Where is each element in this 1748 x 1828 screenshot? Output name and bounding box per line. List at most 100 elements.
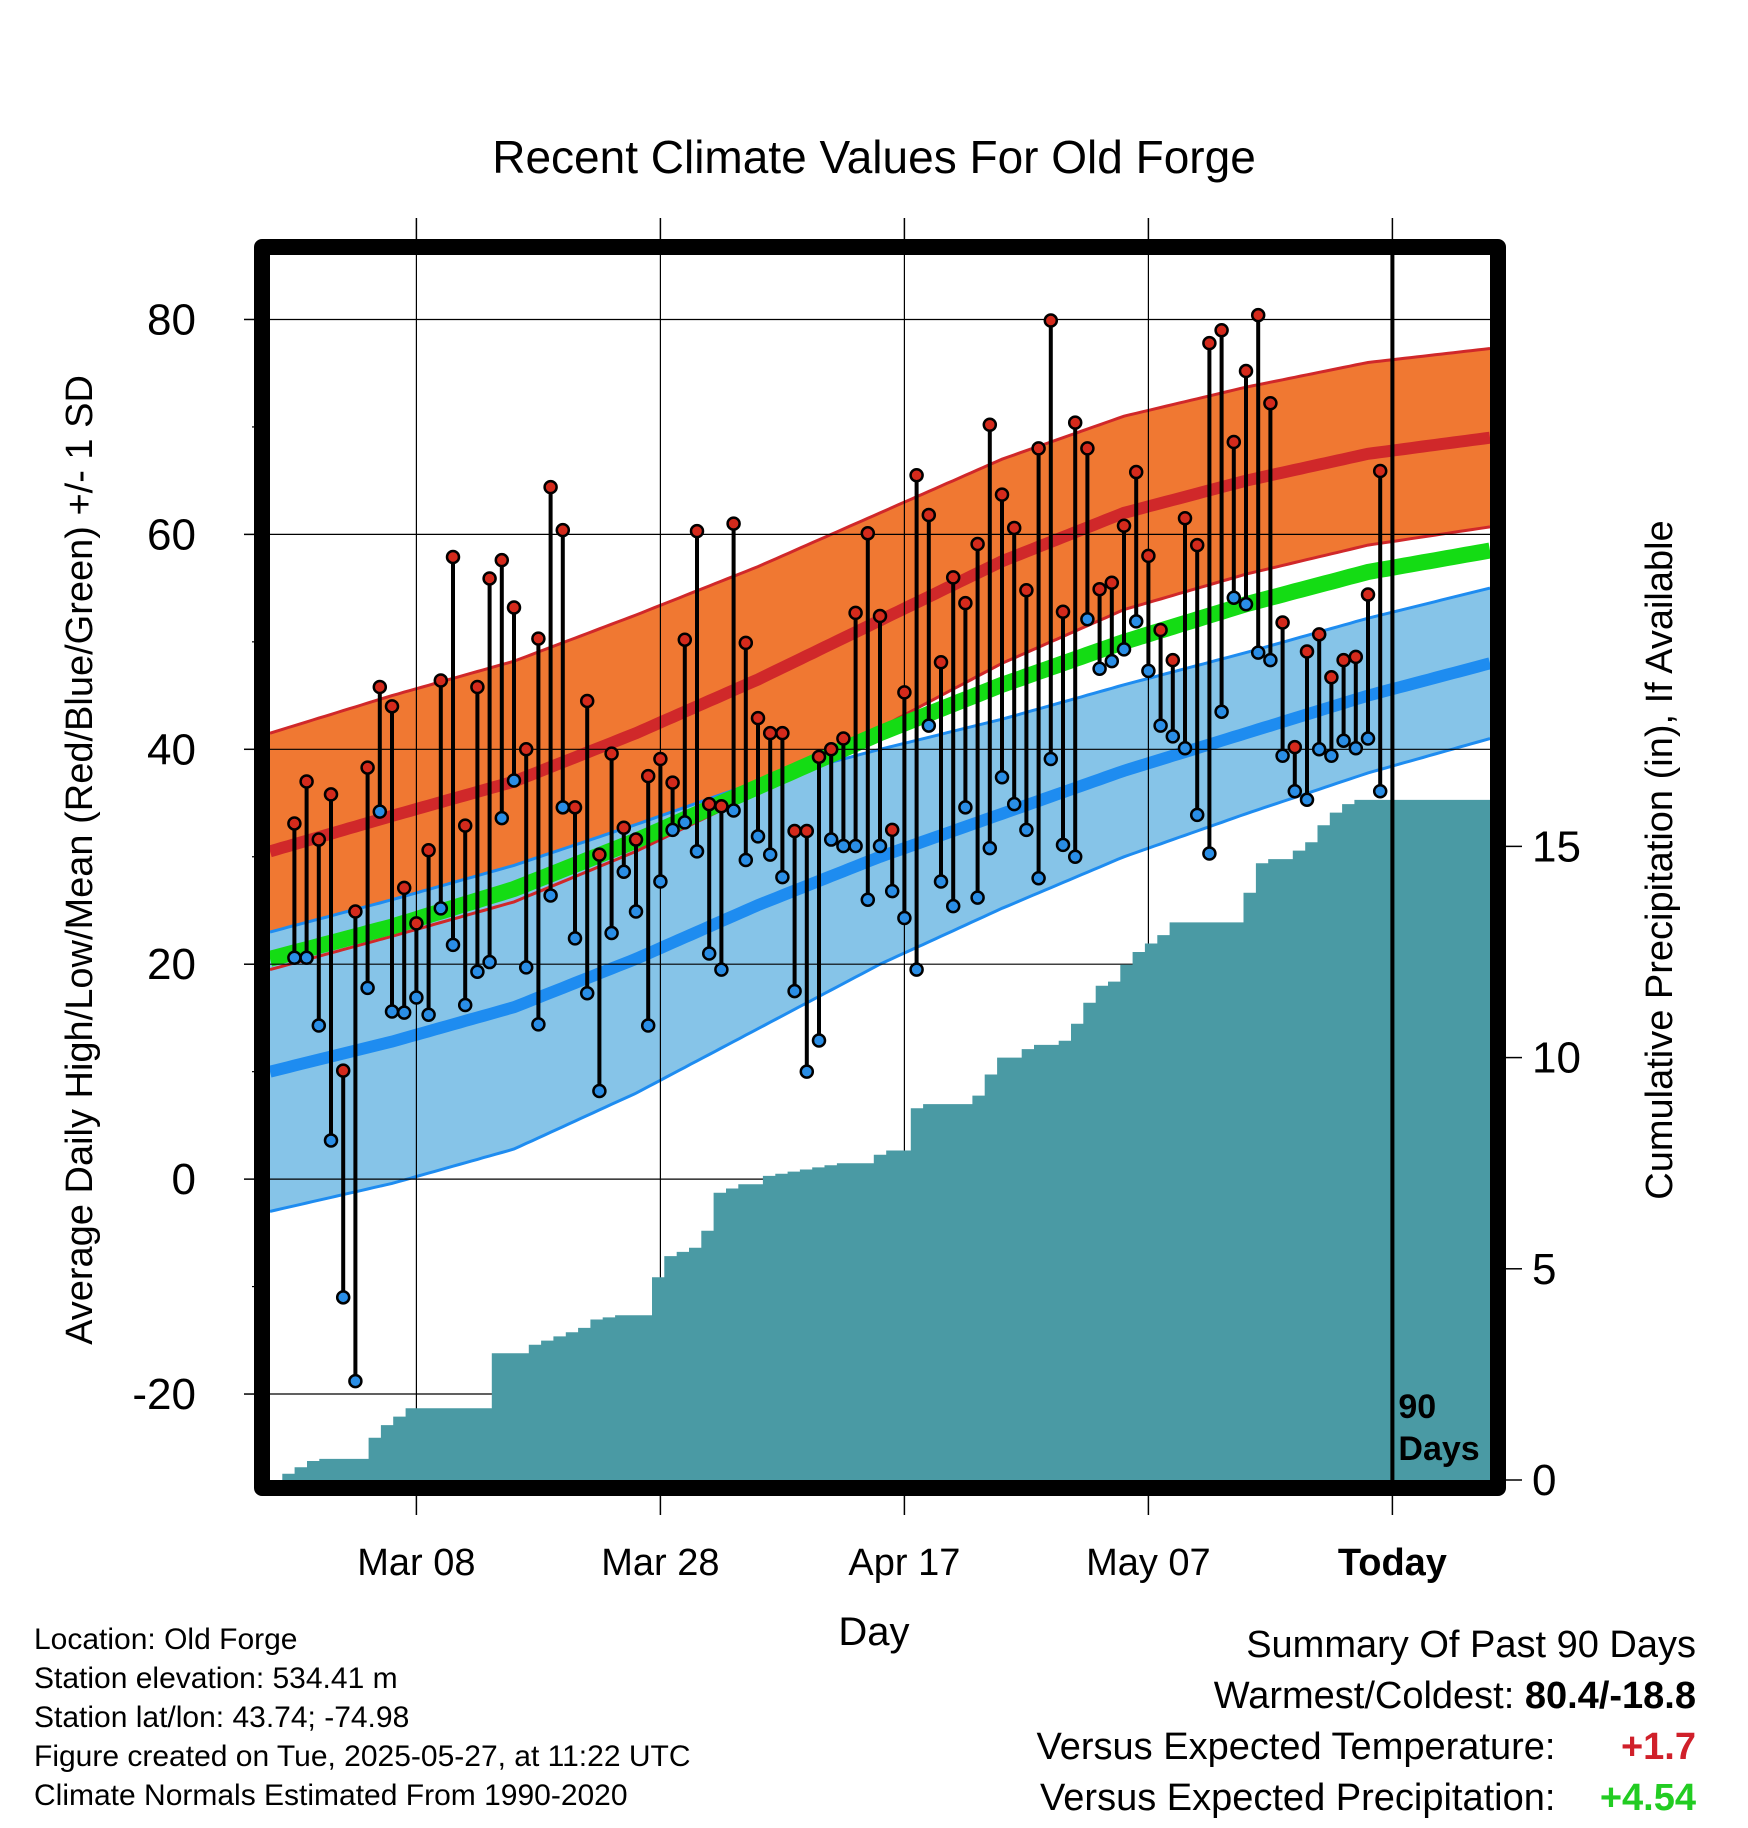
daily-low-point xyxy=(445,937,461,953)
daily-low-point xyxy=(470,964,485,979)
daily-high-point xyxy=(1202,335,1217,351)
daily-high-point xyxy=(506,600,522,615)
daily-high-point xyxy=(445,549,461,565)
daily-high-point xyxy=(396,880,412,896)
daily-low-point xyxy=(897,910,912,926)
daily-low-point xyxy=(1226,590,1242,606)
daily-low-point xyxy=(1311,742,1327,757)
daily-low-point xyxy=(640,1018,656,1033)
daily-high-point xyxy=(1019,583,1034,598)
latlon-text: Station lat/lon: 43.74; -74.98 xyxy=(34,1701,410,1734)
daily-high-point xyxy=(1177,511,1193,526)
daily-low-point xyxy=(616,864,632,880)
daily-high-point xyxy=(848,605,863,621)
daily-high-point xyxy=(689,523,705,539)
daily-high-point xyxy=(701,796,717,812)
normal-high-upper-edge xyxy=(270,347,1490,735)
warmest-coldest-row: Warmest/Coldest: 80.4/-18.8 xyxy=(796,1671,1696,1722)
elevation-text: Station elevation: 534.41 m xyxy=(34,1662,398,1695)
daily-low-point xyxy=(287,950,302,966)
daily-high-point xyxy=(470,679,485,695)
daily-high-point xyxy=(1263,396,1278,411)
x-tick-label: May 07 xyxy=(1086,1542,1211,1584)
y-tick-label-left: 0 xyxy=(172,1155,196,1204)
daily-low-point xyxy=(1299,792,1315,808)
daily-low-point xyxy=(323,1133,339,1148)
daily-low-point xyxy=(1360,731,1376,746)
daily-high-point xyxy=(482,571,497,586)
daily-high-point xyxy=(982,417,998,433)
daily-high-point xyxy=(970,536,985,552)
daily-low-point xyxy=(1275,748,1290,763)
daily-low-point xyxy=(384,1004,400,1019)
today-marker-label-unit: Days xyxy=(1398,1430,1479,1468)
daily-low-point xyxy=(311,1018,327,1033)
daily-high-point xyxy=(604,746,619,761)
y-tick-label-right: 5 xyxy=(1532,1245,1556,1294)
daily-low-point xyxy=(958,800,973,815)
daily-high-point xyxy=(384,699,400,714)
daily-high-point xyxy=(555,522,571,538)
daily-high-point xyxy=(628,832,644,847)
daily-low-point xyxy=(567,931,583,946)
daily-high-point xyxy=(1128,464,1144,480)
daily-high-point xyxy=(335,1063,351,1078)
daily-high-point xyxy=(994,487,1010,502)
daily-low-point xyxy=(1263,652,1278,668)
x-tick-label: Mar 28 xyxy=(601,1542,719,1584)
daily-low-point xyxy=(1055,837,1071,853)
daily-high-point xyxy=(592,847,607,862)
daily-low-point xyxy=(1336,733,1351,748)
daily-high-point xyxy=(1153,622,1168,638)
daily-low-point xyxy=(1165,729,1181,744)
daily-high-point xyxy=(1165,652,1181,668)
temperature-anomaly-row: Versus Expected Temperature: +1.7 xyxy=(796,1722,1696,1773)
daily-low-point xyxy=(1348,740,1364,756)
daily-low-point xyxy=(726,803,741,818)
daily-low-point xyxy=(653,874,668,889)
daily-high-point xyxy=(1324,670,1339,685)
daily-high-point xyxy=(799,823,815,839)
daily-high-point xyxy=(421,843,436,858)
daily-high-point xyxy=(921,507,937,523)
y-tick-label-left: 20 xyxy=(147,940,196,989)
daily-high-point xyxy=(457,818,473,833)
daily-high-point xyxy=(494,552,510,568)
daily-high-point xyxy=(299,774,314,789)
daily-low-point xyxy=(762,847,778,862)
daily-low-point xyxy=(604,925,619,941)
daily-high-point xyxy=(762,725,778,741)
daily-high-point xyxy=(1311,627,1327,642)
x-tick-label: Today xyxy=(1338,1542,1447,1584)
daily-high-point xyxy=(1006,520,1022,536)
daily-low-point xyxy=(348,1373,363,1389)
daily-low-point xyxy=(1372,783,1388,799)
daily-high-point xyxy=(1348,649,1364,665)
daily-high-point xyxy=(640,768,656,784)
daily-low-point xyxy=(799,1064,815,1079)
daily-low-point xyxy=(457,997,473,1013)
daily-high-point xyxy=(811,749,827,765)
daily-high-point xyxy=(884,822,900,838)
daily-high-point xyxy=(653,751,668,767)
daily-low-point xyxy=(811,1033,827,1048)
precipitation-anomaly-label: Versus Expected Precipitation: xyxy=(1040,1777,1556,1819)
daily-high-point xyxy=(872,608,888,624)
daily-low-point xyxy=(396,1005,412,1020)
x-tick-label: Mar 08 xyxy=(357,1542,475,1584)
daily-high-point xyxy=(1067,415,1083,430)
temperature-anomaly-value: +1.7 xyxy=(1620,1726,1696,1768)
daily-low-point xyxy=(884,883,900,899)
daily-low-point xyxy=(421,1007,436,1022)
daily-low-point xyxy=(299,950,314,966)
daily-low-point xyxy=(1177,740,1193,756)
x-tick-label: Apr 17 xyxy=(848,1542,960,1584)
daily-low-point xyxy=(360,980,375,996)
daily-high-point xyxy=(1141,548,1156,564)
daily-high-point xyxy=(958,595,973,611)
daily-high-point xyxy=(945,570,961,585)
y-tick-label-left: 80 xyxy=(147,295,196,344)
daily-high-point xyxy=(1043,313,1059,328)
daily-high-point xyxy=(348,904,363,919)
